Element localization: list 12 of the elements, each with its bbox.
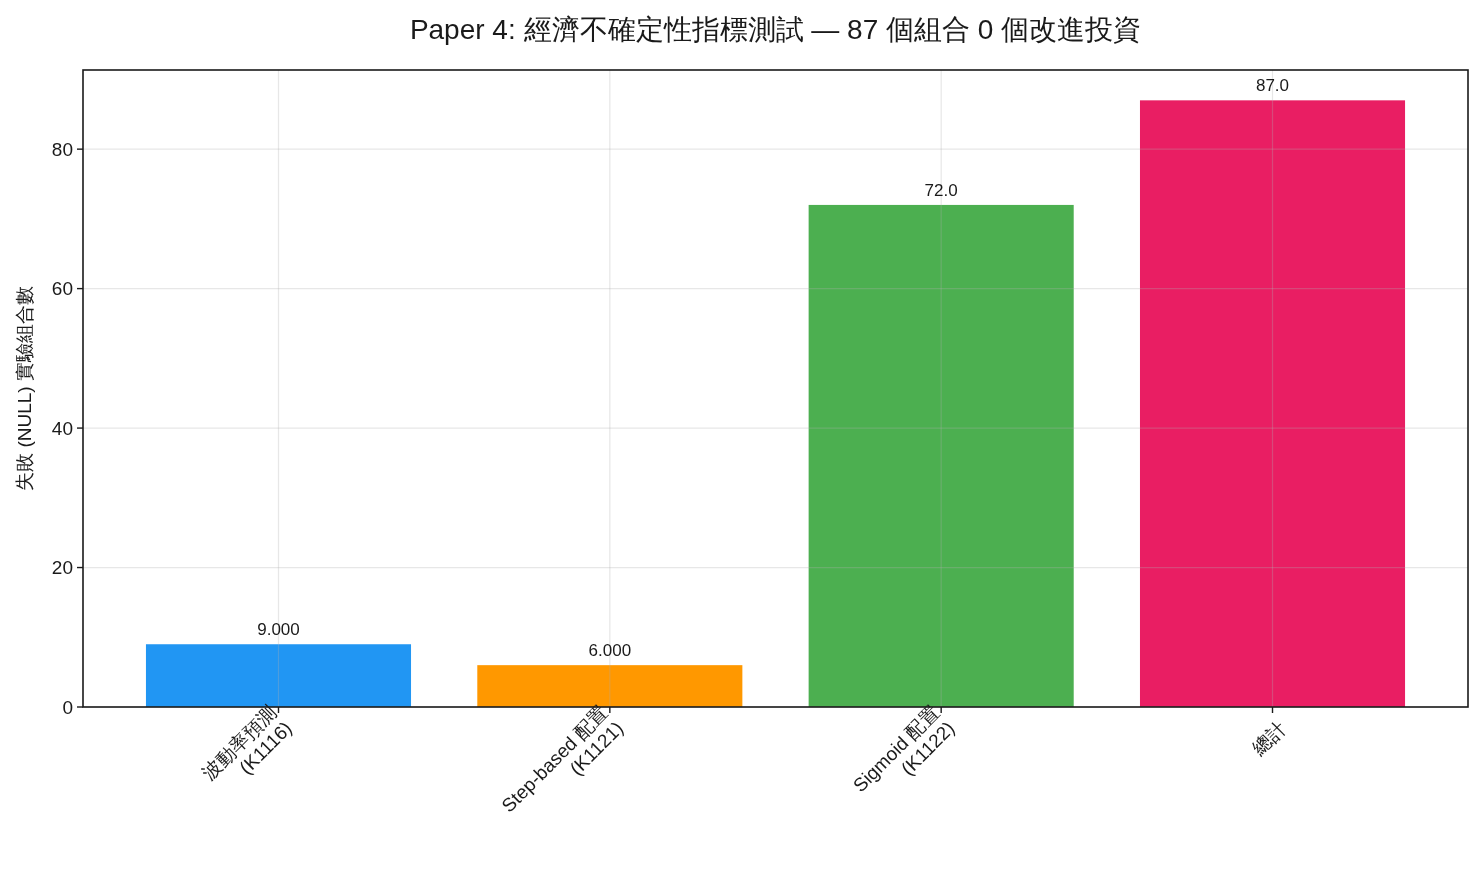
y-tick-label: 0 xyxy=(62,696,73,718)
y-axis-title: 失敗 (NULL) 實驗組合數 xyxy=(14,286,35,491)
x-tick-label: 總計 xyxy=(1247,717,1290,761)
chart-title: Paper 4: 經濟不確定性指標測試 — 87 個組合 0 個改進投資 xyxy=(409,14,1142,45)
data-label: 87.0 xyxy=(1255,76,1290,96)
y-tick-label: 80 xyxy=(51,138,73,160)
data-label: 72.0 xyxy=(924,180,958,200)
y-tick-label: 40 xyxy=(51,417,73,439)
data-label: 6.000 xyxy=(588,641,632,661)
y-tick-label: 60 xyxy=(51,278,73,300)
y-tick-label: 20 xyxy=(51,557,73,579)
data-label: 9.000 xyxy=(257,620,300,640)
